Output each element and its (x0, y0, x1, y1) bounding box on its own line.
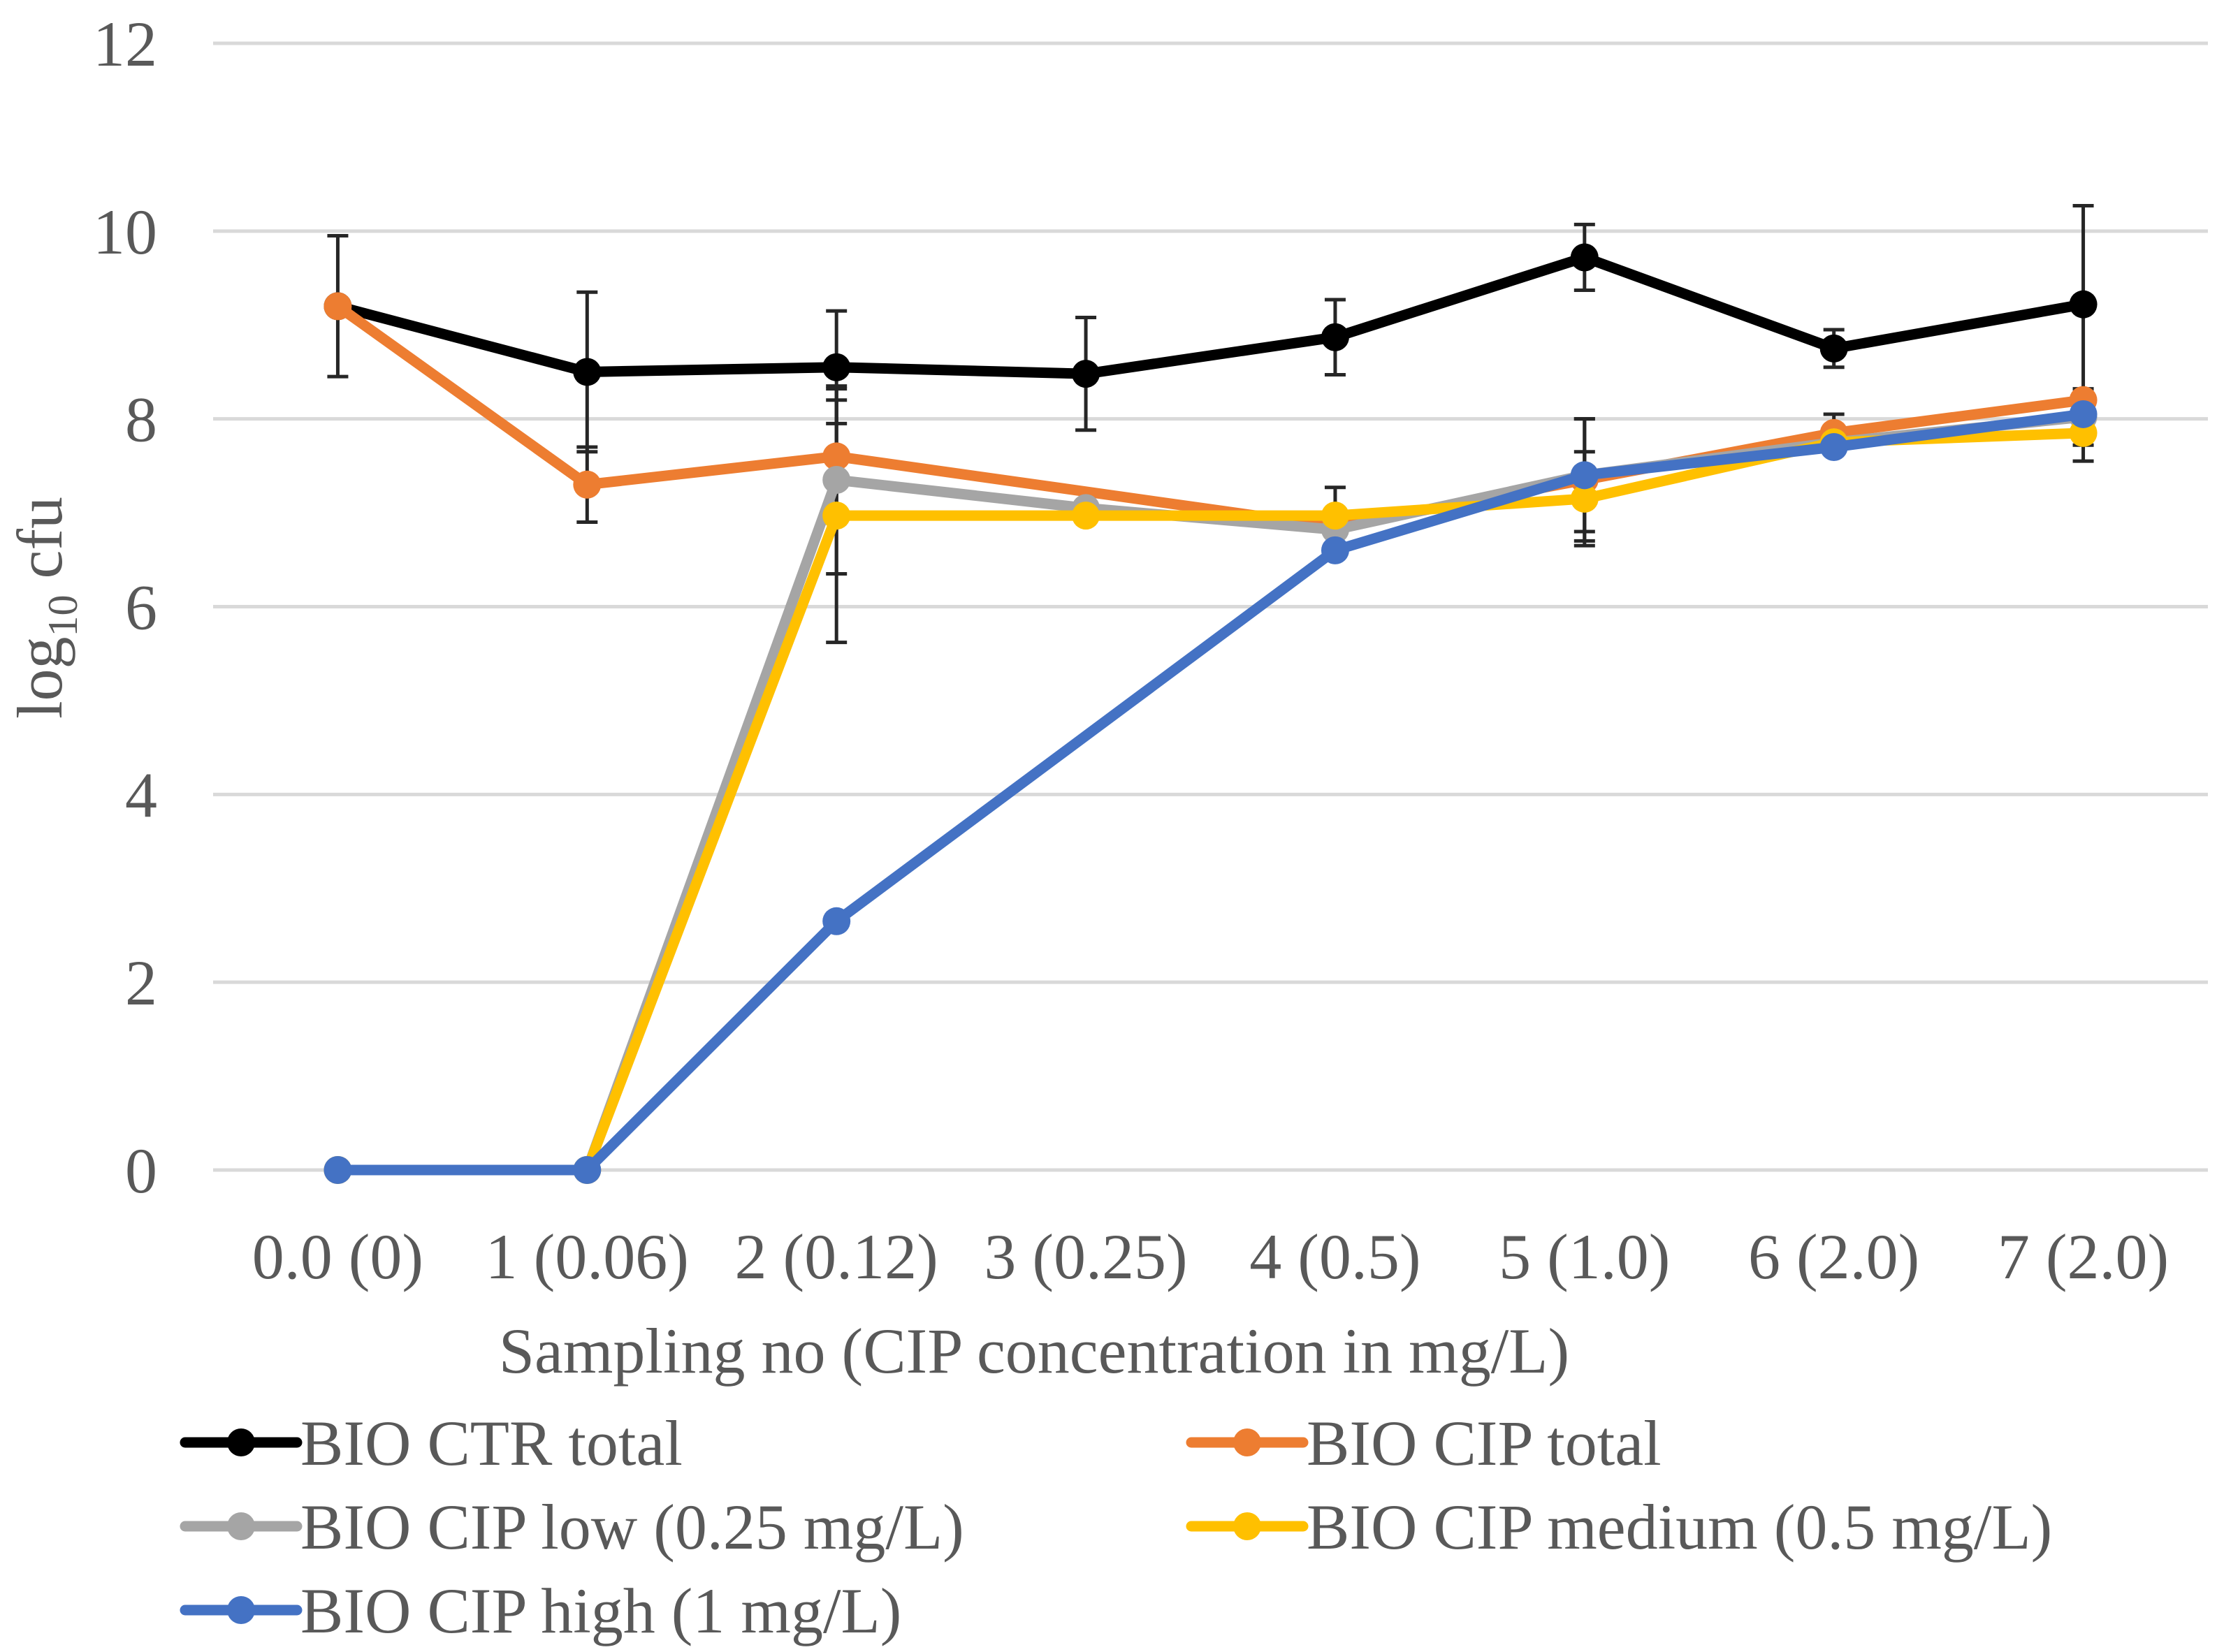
data-point (1570, 461, 1599, 490)
x-tick-label: 3 (0.25) (984, 1221, 1187, 1292)
y-axis-label-main: log (4, 636, 75, 719)
x-tick-label: 7 (2.0) (1998, 1221, 2169, 1292)
x-tick-label: 4 (0.5) (1249, 1221, 1420, 1292)
y-tick-label: 6 (125, 572, 157, 643)
x-axis-ticks: 0.0 (0) 1 (0.06) 2 (0.12) 3 (0.25) 4 (0.5) 5 … (252, 1221, 2169, 1292)
data-point (1819, 432, 1848, 461)
legend-swatch-marker (227, 1596, 255, 1624)
y-tick-label: 0 (125, 1135, 157, 1206)
data-point (324, 292, 352, 321)
series-bio-cip-high-1-mg-l (324, 400, 2098, 1184)
legend-label: BIO CIP total (1307, 1408, 1662, 1479)
data-point (822, 353, 851, 381)
legend-item: BIO CIP total (1186, 1408, 1662, 1479)
legend-label: BIO CTR total (300, 1408, 683, 1479)
y-axis-label-subscript: 10 (40, 594, 86, 636)
legend-item: BIO CTR total (180, 1408, 683, 1479)
y-tick-label: 10 (93, 196, 157, 268)
x-tick-label: 5 (1.0) (1499, 1221, 1670, 1292)
series-line (332, 251, 2089, 379)
legend-label: BIO CIP medium (0.5 mg/L) (1307, 1491, 2052, 1563)
legend-item: BIO CIP low (0.25 mg/L) (180, 1491, 964, 1563)
y-tick-label: 8 (125, 384, 157, 455)
data-point (1072, 502, 1100, 530)
y-axis-ticks: 0 2 4 6 8 10 12 (93, 8, 157, 1206)
legend-label: BIO CIP high (1 mg/L) (300, 1575, 901, 1646)
data-point (1321, 502, 1349, 530)
data-point (822, 907, 851, 935)
legend-swatch-marker (1233, 1428, 1261, 1456)
series-lines (324, 243, 2098, 1184)
x-tick-label: 1 (0.06) (486, 1221, 689, 1292)
data-point (2069, 290, 2098, 319)
legend-item: BIO CIP medium (0.5 mg/L) (1186, 1491, 2052, 1563)
data-point (1819, 334, 1848, 363)
data-point (1321, 536, 1349, 564)
y-tick-label: 2 (125, 947, 157, 1018)
y-axis-label-unit: cfu (4, 497, 75, 594)
data-point (573, 470, 602, 499)
data-point (1570, 484, 1599, 513)
data-point (1321, 323, 1349, 351)
legend-swatch-marker (227, 1512, 255, 1540)
x-tick-label: 0.0 (0) (252, 1221, 423, 1292)
y-tick-label: 4 (125, 759, 157, 831)
legend-swatch-marker (1233, 1512, 1261, 1540)
data-point (573, 1156, 602, 1184)
y-tick-label: 12 (93, 8, 157, 80)
data-point (1072, 360, 1100, 388)
legend: BIO CTR total BIO CIP total BIO CIP low (0… (180, 1408, 2052, 1646)
x-tick-label: 6 (2.0) (1748, 1221, 1919, 1292)
legend-label: BIO CIP low (0.25 mg/L) (300, 1491, 964, 1563)
data-point (822, 442, 851, 471)
series-bio-cip-medium-0-5-mg-l (324, 418, 2098, 1184)
gridlines (213, 41, 2208, 1172)
data-point (573, 358, 602, 386)
series-line (332, 409, 2089, 1176)
legend-item: BIO CIP high (1 mg/L) (180, 1575, 901, 1646)
x-axis-label: Sampling no (CIP concentration in mg/L) (499, 1315, 1569, 1387)
legend-swatch-marker (227, 1428, 255, 1456)
x-tick-label: 2 (0.12) (735, 1221, 938, 1292)
data-point (822, 502, 851, 530)
data-point (1570, 243, 1599, 272)
data-point (324, 1156, 352, 1184)
y-axis-label: log10 cfu (4, 497, 86, 719)
data-point (822, 466, 851, 495)
series-bio-ctr-total (324, 243, 2098, 388)
data-point (2069, 400, 2098, 428)
series-line (332, 427, 2089, 1176)
